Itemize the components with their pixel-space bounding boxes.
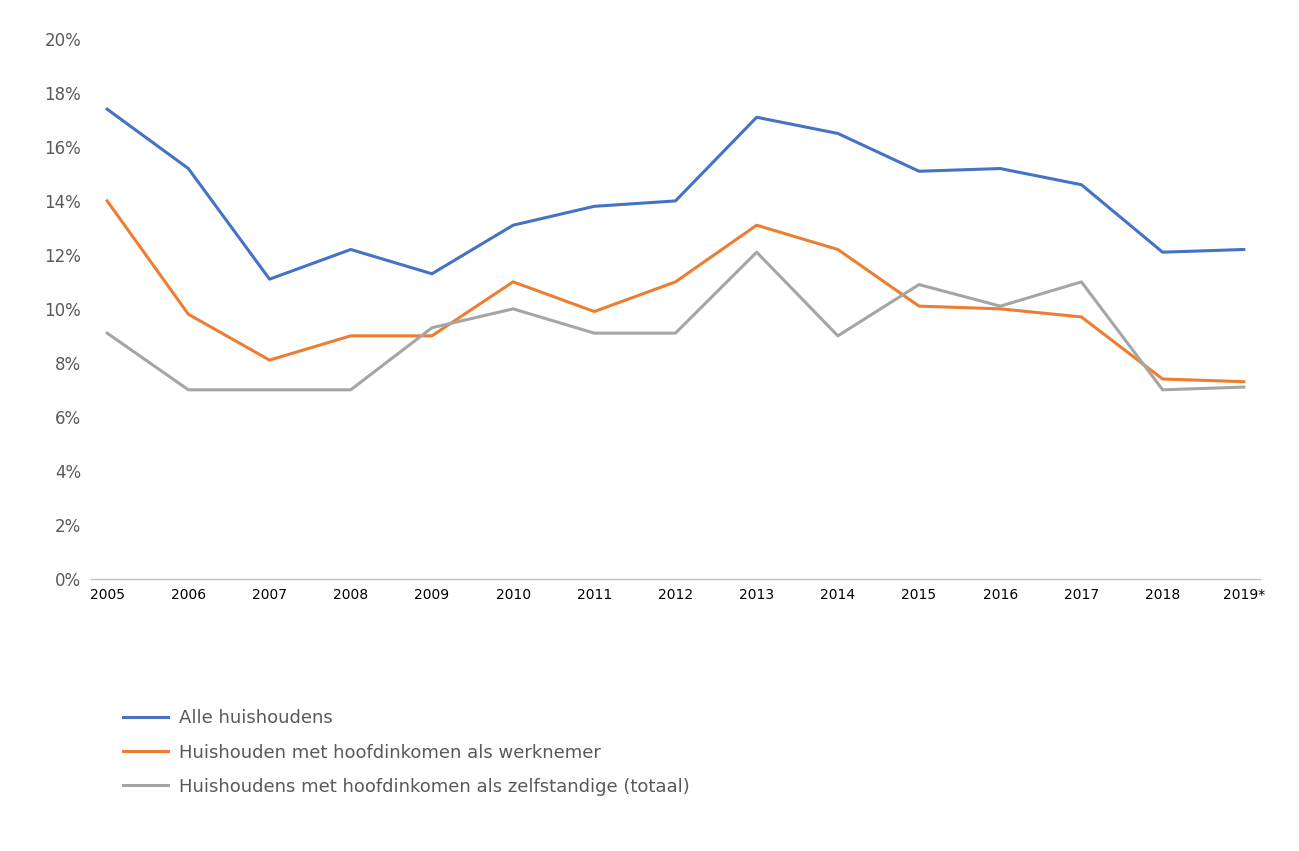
Huishouden met hoofdinkomen als werknemer: [343, 331, 359, 341]
Huishouden met hoofdinkomen als werknemer: [505, 277, 521, 287]
Huishoudens met hoofdinkomen als zelfstandige (totaal): [343, 385, 359, 395]
Huishouden met hoofdinkomen als werknemer: [668, 277, 683, 287]
Alle huishoudens: [1073, 180, 1089, 190]
Alle huishoudens: [423, 269, 439, 279]
Huishouden met hoofdinkomen als werknemer: [1155, 374, 1170, 384]
Huishoudens met hoofdinkomen als zelfstandige (totaal): [992, 301, 1008, 311]
Huishoudens met hoofdinkomen als zelfstandige (totaal): [181, 385, 196, 395]
Alle huishoudens: [181, 163, 196, 174]
Huishoudens met hoofdinkomen als zelfstandige (totaal): [830, 331, 846, 341]
Huishoudens met hoofdinkomen als zelfstandige (totaal): [668, 328, 683, 338]
Huishouden met hoofdinkomen als werknemer: [912, 301, 927, 311]
Line: Huishoudens met hoofdinkomen als zelfstandige (totaal): Huishoudens met hoofdinkomen als zelfsta…: [107, 252, 1243, 390]
Line: Huishouden met hoofdinkomen als werknemer: Huishouden met hoofdinkomen als werkneme…: [107, 201, 1243, 382]
Huishouden met hoofdinkomen als werknemer: [1235, 377, 1251, 387]
Alle huishoudens: [992, 163, 1008, 174]
Huishouden met hoofdinkomen als werknemer: [586, 306, 601, 317]
Huishoudens met hoofdinkomen als zelfstandige (totaal): [1073, 277, 1089, 287]
Alle huishoudens: [1155, 247, 1170, 257]
Alle huishoudens: [830, 129, 846, 139]
Huishouden met hoofdinkomen als werknemer: [99, 196, 116, 206]
Line: Alle huishoudens: Alle huishoudens: [107, 109, 1243, 279]
Huishoudens met hoofdinkomen als zelfstandige (totaal): [261, 385, 278, 395]
Huishouden met hoofdinkomen als werknemer: [1073, 311, 1089, 322]
Huishoudens met hoofdinkomen als zelfstandige (totaal): [1235, 382, 1251, 392]
Huishoudens met hoofdinkomen als zelfstandige (totaal): [748, 247, 764, 257]
Huishoudens met hoofdinkomen als zelfstandige (totaal): [1155, 385, 1170, 395]
Alle huishoudens: [748, 112, 764, 123]
Huishouden met hoofdinkomen als werknemer: [748, 220, 764, 231]
Alle huishoudens: [668, 196, 683, 206]
Huishouden met hoofdinkomen als werknemer: [181, 309, 196, 319]
Huishouden met hoofdinkomen als werknemer: [830, 244, 846, 254]
Alle huishoudens: [912, 166, 927, 176]
Alle huishoudens: [343, 244, 359, 254]
Legend: Alle huishoudens, Huishouden met hoofdinkomen als werknemer, Huishoudens met hoo: Alle huishoudens, Huishouden met hoofdin…: [123, 710, 690, 796]
Alle huishoudens: [261, 274, 278, 284]
Alle huishoudens: [99, 104, 116, 114]
Huishouden met hoofdinkomen als werknemer: [992, 304, 1008, 314]
Alle huishoudens: [586, 201, 601, 211]
Huishouden met hoofdinkomen als werknemer: [261, 355, 278, 365]
Alle huishoudens: [505, 220, 521, 231]
Huishoudens met hoofdinkomen als zelfstandige (totaal): [912, 279, 927, 289]
Huishoudens met hoofdinkomen als zelfstandige (totaal): [423, 323, 439, 333]
Huishoudens met hoofdinkomen als zelfstandige (totaal): [99, 328, 116, 338]
Huishoudens met hoofdinkomen als zelfstandige (totaal): [505, 304, 521, 314]
Huishoudens met hoofdinkomen als zelfstandige (totaal): [586, 328, 601, 338]
Huishouden met hoofdinkomen als werknemer: [423, 331, 439, 341]
Alle huishoudens: [1235, 244, 1251, 254]
